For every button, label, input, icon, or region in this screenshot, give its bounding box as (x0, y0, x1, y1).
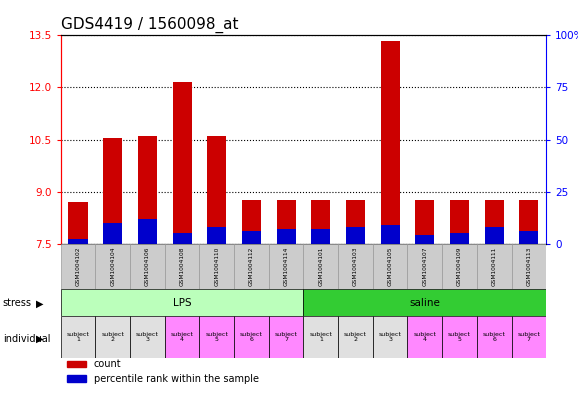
Bar (477, 244, 512, 289)
Bar (138, 219, 157, 244)
Bar (61, 244, 95, 289)
Text: subject
5: subject 5 (448, 332, 471, 342)
Bar (199, 244, 234, 289)
Bar (338, 316, 373, 358)
Text: GSM1004112: GSM1004112 (249, 246, 254, 286)
Bar (269, 316, 303, 358)
Bar (512, 244, 546, 289)
Text: GSM1004113: GSM1004113 (527, 246, 531, 286)
Text: subject
5: subject 5 (205, 332, 228, 342)
Bar (242, 200, 261, 244)
Text: subject
1: subject 1 (309, 332, 332, 342)
Bar (172, 233, 191, 244)
Bar (484, 227, 503, 244)
Bar (269, 244, 303, 289)
Text: subject
4: subject 4 (171, 332, 194, 342)
Bar (68, 239, 88, 244)
Bar (484, 200, 503, 244)
Legend: count, percentile rank within the sample: count, percentile rank within the sample (62, 356, 262, 388)
Text: subject
4: subject 4 (413, 332, 436, 342)
Text: subject
3: subject 3 (379, 332, 402, 342)
Bar (442, 244, 477, 289)
Text: GSM1004106: GSM1004106 (145, 246, 150, 286)
Bar (130, 316, 165, 358)
Text: GDS4419 / 1560098_at: GDS4419 / 1560098_at (61, 17, 238, 33)
Bar (199, 316, 234, 358)
Text: subject
3: subject 3 (136, 332, 159, 342)
Bar (407, 316, 442, 358)
Bar (276, 229, 295, 244)
Text: GSM1004105: GSM1004105 (388, 246, 392, 286)
Bar (207, 136, 226, 244)
Bar (234, 244, 269, 289)
Bar (338, 244, 373, 289)
Bar (311, 229, 330, 244)
Text: subject
2: subject 2 (344, 332, 367, 342)
Bar (95, 244, 130, 289)
Text: subject
6: subject 6 (483, 332, 506, 342)
Text: GSM1004107: GSM1004107 (423, 246, 427, 286)
Text: GSM1004101: GSM1004101 (318, 246, 323, 286)
Bar (450, 233, 469, 244)
Text: subject
7: subject 7 (275, 332, 298, 342)
Bar (234, 316, 269, 358)
Text: ▶: ▶ (36, 298, 44, 309)
Text: GSM1004102: GSM1004102 (76, 246, 80, 286)
Bar (380, 225, 399, 244)
Bar (242, 231, 261, 244)
Bar (61, 316, 95, 358)
Text: GSM1004111: GSM1004111 (492, 247, 497, 286)
Bar (303, 289, 546, 316)
Bar (407, 244, 442, 289)
Bar (138, 136, 157, 244)
Text: subject
1: subject 1 (66, 332, 90, 342)
Bar (303, 316, 338, 358)
Bar (130, 244, 165, 289)
Bar (512, 316, 546, 358)
Bar (207, 227, 226, 244)
Bar (103, 138, 123, 244)
Bar (380, 40, 399, 244)
Text: saline: saline (409, 298, 440, 308)
Bar (415, 200, 434, 244)
Text: stress: stress (3, 298, 32, 309)
Bar (95, 316, 130, 358)
Text: ▶: ▶ (36, 334, 44, 344)
Bar (172, 82, 191, 244)
Bar (165, 316, 199, 358)
Bar (276, 200, 295, 244)
Text: subject
6: subject 6 (240, 332, 263, 342)
Text: GSM1004108: GSM1004108 (180, 246, 184, 286)
Text: subject
7: subject 7 (517, 332, 540, 342)
Text: subject
2: subject 2 (101, 332, 124, 342)
Bar (477, 316, 512, 358)
Bar (442, 316, 477, 358)
Text: GSM1004104: GSM1004104 (110, 246, 115, 286)
Bar (103, 223, 123, 244)
Bar (165, 244, 199, 289)
Text: LPS: LPS (173, 298, 191, 308)
Text: GSM1004103: GSM1004103 (353, 246, 358, 286)
Bar (415, 235, 434, 244)
Bar (68, 202, 88, 244)
Bar (519, 231, 538, 244)
Bar (311, 200, 330, 244)
Bar (450, 200, 469, 244)
Bar (519, 200, 538, 244)
Bar (346, 227, 365, 244)
Bar (373, 316, 407, 358)
Bar (303, 244, 338, 289)
Bar (373, 244, 407, 289)
Text: GSM1004110: GSM1004110 (214, 246, 219, 286)
Text: GSM1004114: GSM1004114 (284, 246, 288, 286)
Text: GSM1004109: GSM1004109 (457, 246, 462, 286)
Bar (346, 200, 365, 244)
Bar (61, 289, 303, 316)
Text: individual: individual (3, 334, 50, 344)
